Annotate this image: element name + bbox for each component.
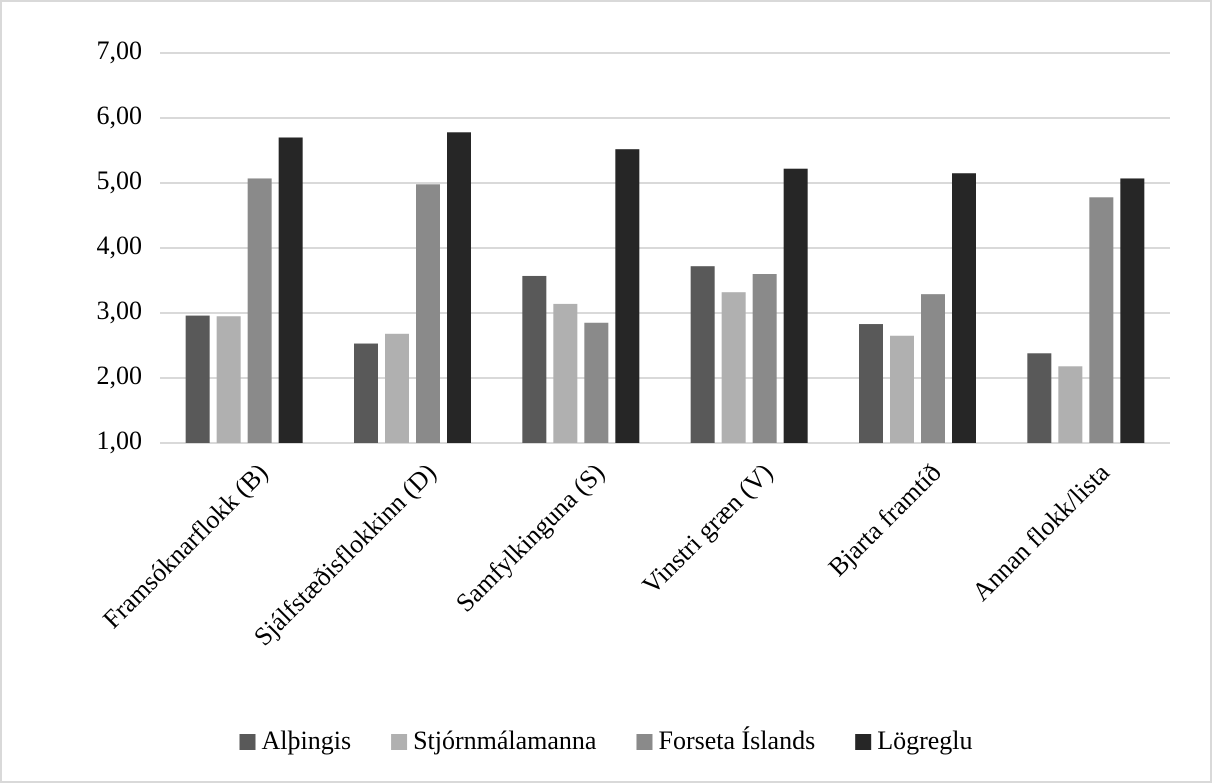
bar <box>1089 197 1114 443</box>
bar <box>522 275 547 443</box>
bar <box>1120 178 1145 443</box>
bar <box>553 303 578 443</box>
legend-label: Forseta Íslands <box>658 726 815 755</box>
bar <box>584 322 609 443</box>
bar <box>783 168 808 443</box>
bar <box>385 333 409 443</box>
bar <box>278 137 303 443</box>
y-tick-label: 6,00 <box>97 101 143 130</box>
y-tick-label: 7,00 <box>97 36 143 65</box>
bar <box>1027 353 1052 443</box>
bar <box>890 335 914 443</box>
legend-swatch <box>239 734 256 750</box>
legend-label: Alþingis <box>262 726 352 755</box>
bar <box>952 173 976 443</box>
y-tick-label: 4,00 <box>97 231 143 260</box>
bar <box>721 292 746 443</box>
legend-swatch <box>391 734 408 750</box>
y-tick-label: 3,00 <box>97 296 143 325</box>
bar <box>447 132 471 444</box>
legend-label: Stjórnmálamanna <box>413 726 597 755</box>
bar <box>921 294 945 443</box>
y-tick-label: 5,00 <box>97 166 143 195</box>
bar <box>690 266 715 443</box>
bar <box>752 274 777 443</box>
y-tick-label: 1,00 <box>97 426 143 455</box>
legend-swatch <box>855 734 872 750</box>
bar <box>185 315 210 443</box>
legend-label: Lögreglu <box>877 726 972 755</box>
bar <box>416 184 440 444</box>
bar <box>1058 366 1083 443</box>
bar <box>354 343 378 443</box>
bar <box>216 316 241 443</box>
y-tick-label: 2,00 <box>97 361 143 390</box>
legend-swatch <box>636 734 653 750</box>
bar <box>247 178 272 443</box>
bar <box>859 324 883 443</box>
bar <box>615 149 640 443</box>
